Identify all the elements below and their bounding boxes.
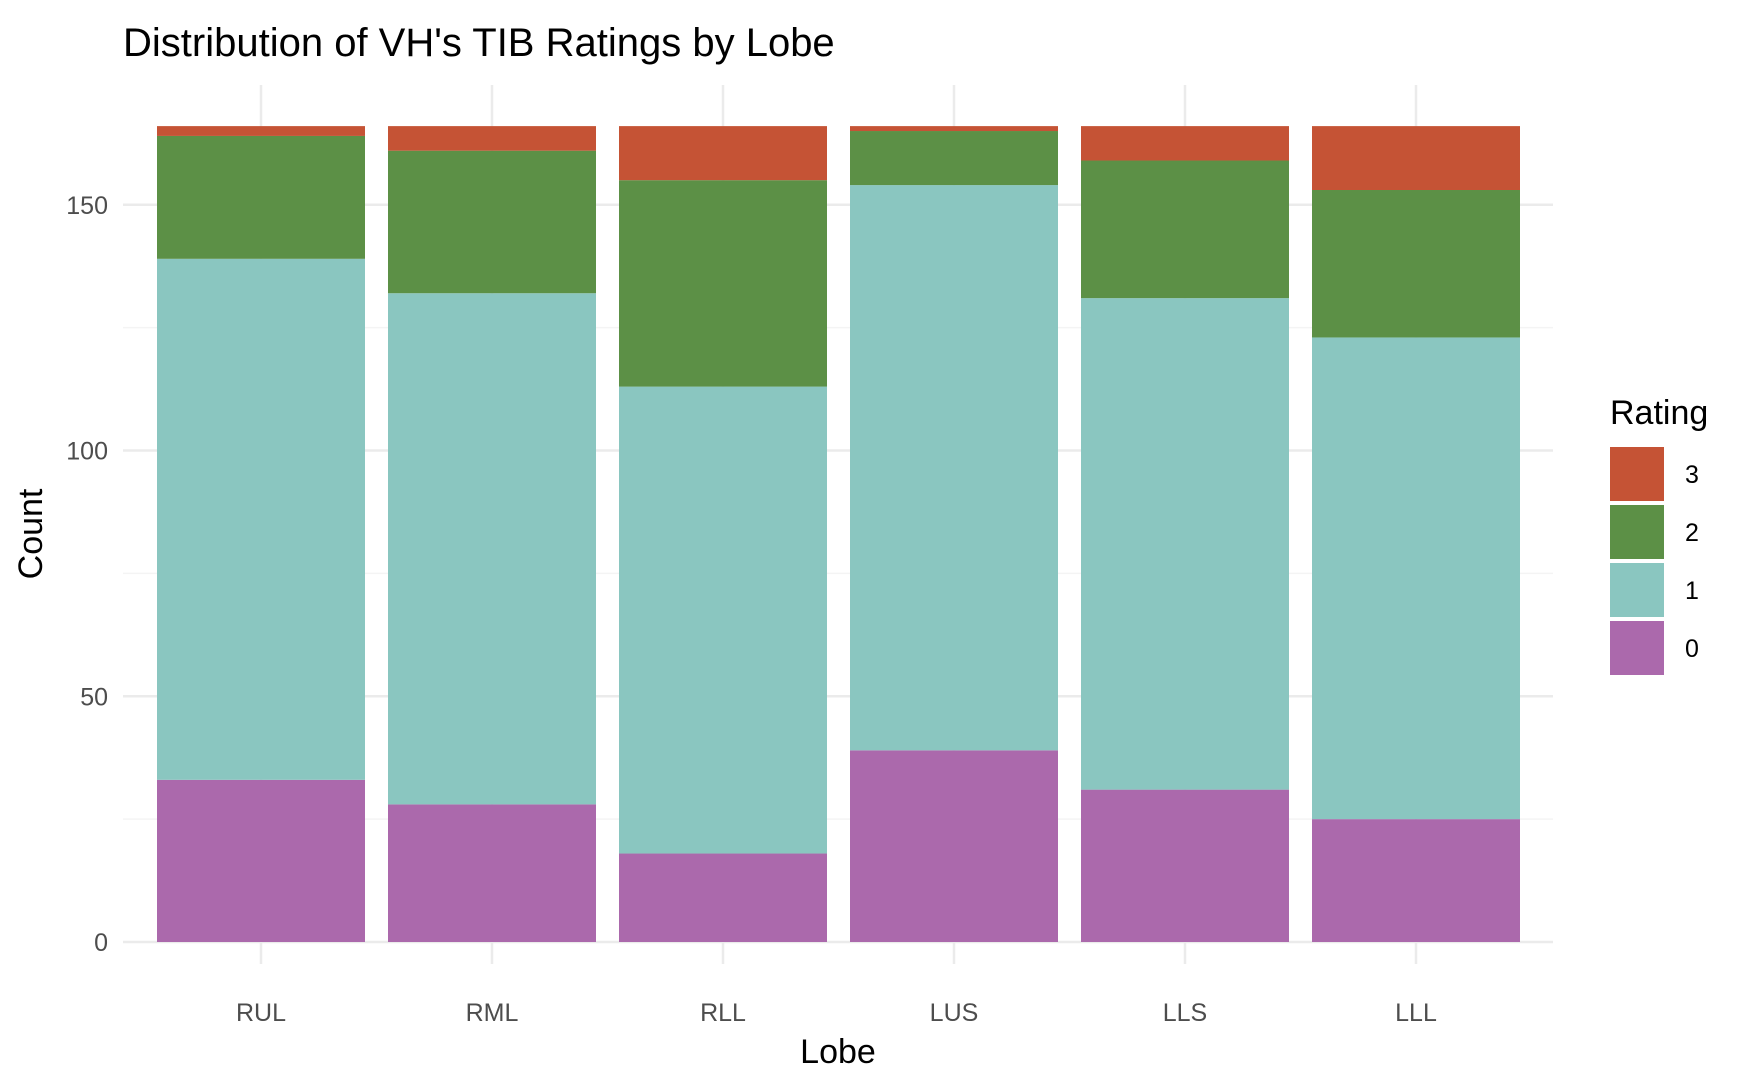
bar-segment-rml-rating-0	[388, 804, 596, 942]
bar-stacks	[157, 126, 1520, 942]
x-axis-title: Lobe	[800, 1033, 876, 1071]
bar-segment-rll-rating-2	[619, 180, 827, 387]
bar-segment-rll-rating-3	[619, 126, 827, 181]
bar-segment-rul-rating-2	[157, 135, 365, 259]
legend-key-3	[1610, 447, 1664, 501]
bar-segment-lll-rating-2	[1312, 190, 1520, 338]
bar-segment-rul-rating-1	[157, 258, 365, 780]
y-axis-ticks: 0 50 100 150	[66, 192, 108, 957]
y-tick-label: 50	[80, 683, 108, 711]
bar-segment-rml-rating-1	[388, 293, 596, 805]
x-tick-label: RLL	[700, 999, 746, 1027]
legend-label: 2	[1685, 519, 1699, 547]
bar-stack-lll	[1312, 126, 1520, 942]
bar-segment-lus-rating-0	[850, 750, 1058, 942]
bar-segment-rml-rating-2	[388, 150, 596, 294]
bar-stack-rll	[619, 126, 827, 942]
bar-segment-lls-rating-0	[1081, 789, 1289, 942]
bar-segment-rll-rating-1	[619, 386, 827, 854]
bar-segment-lus-rating-1	[850, 185, 1058, 751]
x-axis-ticks: RUL RML RLL LUS LLS LLL	[236, 999, 1437, 1027]
bar-segment-lls-rating-1	[1081, 298, 1289, 790]
x-tick-label: LUS	[930, 999, 979, 1027]
y-tick-label: 150	[66, 192, 108, 220]
chart-title: Distribution of VH's TIB Ratings by Lobe	[123, 21, 835, 65]
x-tick-label: LLS	[1163, 999, 1207, 1027]
bar-segment-lls-rating-3	[1081, 126, 1289, 161]
bar-segment-rll-rating-0	[619, 853, 827, 942]
legend-label: 1	[1685, 577, 1699, 605]
legend-title: Rating	[1610, 394, 1708, 432]
legend-key-2	[1610, 505, 1664, 559]
bar-stack-rml	[388, 126, 596, 942]
legend-label: 0	[1685, 635, 1699, 663]
y-tick-label: 0	[94, 929, 108, 957]
bar-segment-lll-rating-0	[1312, 819, 1520, 942]
legend-key-0	[1610, 621, 1664, 675]
bar-segment-rml-rating-3	[388, 126, 596, 151]
bar-segment-lus-rating-3	[850, 126, 1058, 132]
bar-segment-lls-rating-2	[1081, 160, 1289, 299]
bar-stack-rul	[157, 126, 365, 942]
bar-segment-lll-rating-3	[1312, 126, 1520, 191]
legend: Rating 3 2 1 0	[1610, 394, 1708, 675]
bar-stack-lus	[850, 126, 1058, 942]
legend-key-1	[1610, 563, 1664, 617]
y-tick-label: 100	[66, 438, 108, 466]
bar-segment-lus-rating-2	[850, 131, 1058, 186]
bar-stack-lls	[1081, 126, 1289, 942]
x-tick-label: LLL	[1395, 999, 1437, 1027]
legend-label: 3	[1685, 461, 1699, 489]
bar-segment-rul-rating-0	[157, 779, 365, 942]
bar-segment-lll-rating-1	[1312, 337, 1520, 820]
y-axis-title: Count	[12, 488, 50, 579]
bar-segment-rul-rating-3	[157, 126, 365, 136]
x-tick-label: RML	[466, 999, 519, 1027]
x-tick-label: RUL	[236, 999, 286, 1027]
